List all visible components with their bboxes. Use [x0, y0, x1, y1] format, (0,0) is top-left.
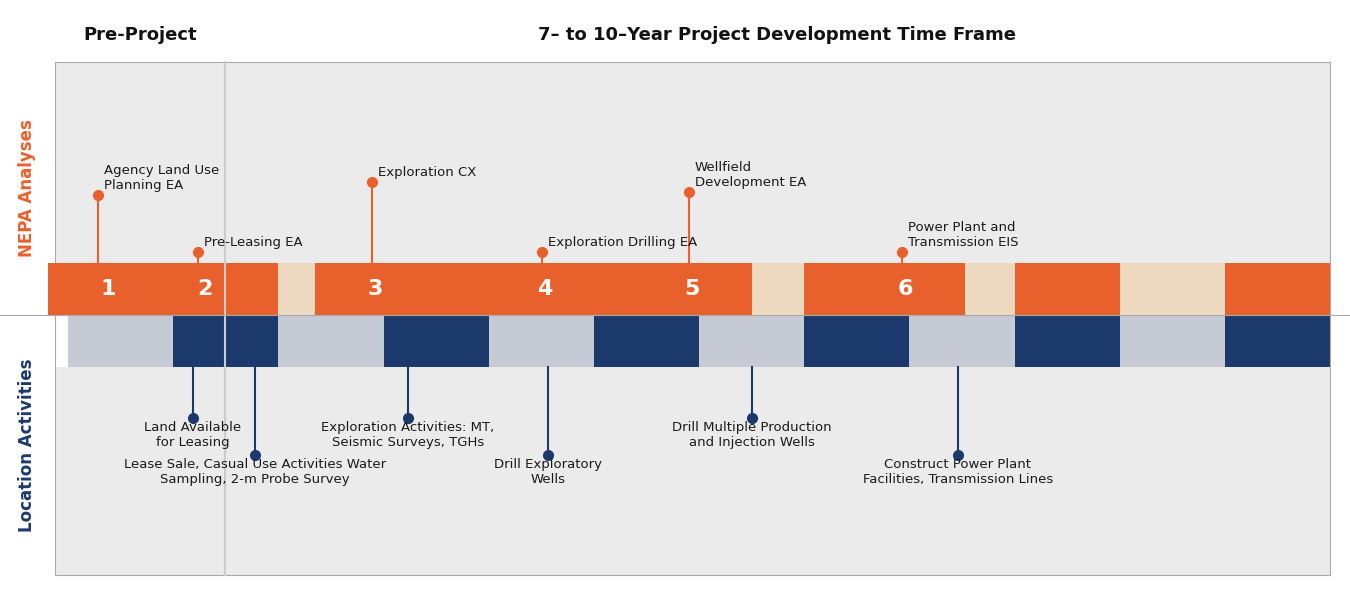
Text: Exploration Drilling EA: Exploration Drilling EA [548, 236, 697, 249]
Bar [845, 263, 965, 315]
Text: Construct Power Plant
Facilities, Transmission Lines: Construct Power Plant Facilities, Transm… [863, 458, 1053, 486]
Bar [489, 263, 594, 315]
Bar [68, 263, 173, 315]
Bar [68, 315, 173, 367]
Bar [485, 263, 605, 315]
Bar [1119, 315, 1224, 367]
Text: Exploration Activities: MT,
Seismic Surveys, TGHs: Exploration Activities: MT, Seismic Surv… [321, 421, 494, 449]
Bar [278, 263, 383, 315]
Bar [1014, 315, 1119, 367]
Text: 3: 3 [367, 279, 382, 299]
Text: NEPA Analyses: NEPA Analyses [19, 120, 36, 257]
Bar [805, 315, 910, 367]
Bar [594, 263, 699, 315]
Text: Lease Sale, Casual Use Activities Water
Sampling, 2-m Probe Survey: Lease Sale, Casual Use Activities Water … [124, 458, 386, 486]
Bar [910, 315, 1014, 367]
Bar [910, 263, 1014, 315]
Text: Drill Multiple Production
and Injection Wells: Drill Multiple Production and Injection … [672, 421, 832, 449]
Bar [278, 315, 383, 367]
Bar [1014, 263, 1119, 315]
Bar [699, 315, 805, 367]
Text: 6: 6 [898, 279, 913, 299]
Bar [173, 263, 278, 315]
Bar [699, 263, 805, 315]
Bar [144, 263, 265, 315]
Bar [315, 263, 435, 315]
Bar [489, 315, 594, 367]
Bar [1224, 263, 1330, 315]
Text: Pre-Project: Pre-Project [84, 26, 197, 44]
Bar [55, 62, 1330, 263]
Text: Land Available
for Leasing: Land Available for Leasing [144, 421, 242, 449]
Bar [805, 263, 910, 315]
Text: Exploration CX: Exploration CX [378, 166, 477, 179]
Text: Agency Land Use
Planning EA: Agency Land Use Planning EA [104, 164, 219, 192]
Text: Location Activities: Location Activities [19, 358, 36, 531]
Bar [173, 315, 278, 367]
Bar [383, 315, 489, 367]
Bar [49, 263, 167, 315]
Text: Power Plant and
Transmission EIS: Power Plant and Transmission EIS [909, 221, 1018, 249]
Text: 2: 2 [197, 279, 213, 299]
Bar [1224, 315, 1330, 367]
Bar [55, 367, 1330, 575]
Text: 1: 1 [100, 279, 116, 299]
Text: 4: 4 [537, 279, 552, 299]
Bar [1119, 263, 1224, 315]
Bar [594, 315, 699, 367]
Text: 7– to 10–Year Project Development Time Frame: 7– to 10–Year Project Development Time F… [539, 26, 1017, 44]
Text: Drill Exploratory
Wells: Drill Exploratory Wells [494, 458, 602, 486]
Bar [383, 263, 489, 315]
Bar [0, 62, 55, 575]
Text: 5: 5 [684, 279, 699, 299]
Bar [632, 263, 752, 315]
Text: Pre-Leasing EA: Pre-Leasing EA [204, 236, 302, 249]
Text: Wellfield
Development EA: Wellfield Development EA [695, 161, 806, 189]
